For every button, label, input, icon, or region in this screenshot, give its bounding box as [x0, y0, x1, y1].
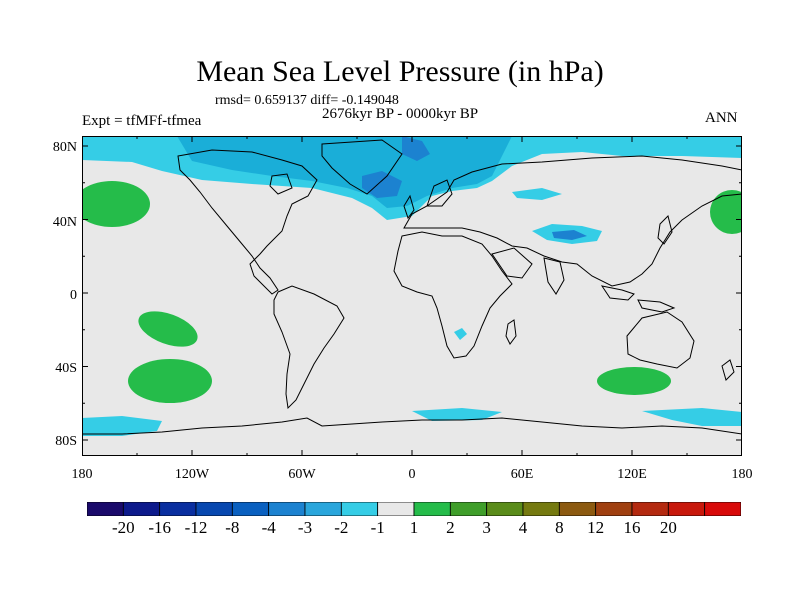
colorbar-label: -8 [225, 518, 240, 537]
colorbar-label: 12 [587, 518, 605, 537]
season-label: ANN [705, 110, 738, 126]
colorbar-swatch [704, 502, 741, 516]
lon-label-120e: 120E [617, 467, 647, 482]
colorbar-label: -16 [148, 518, 171, 537]
anomaly-indian-ocean [597, 367, 671, 395]
lon-label-0: 0 [408, 467, 416, 482]
colorbar-swatch [231, 502, 270, 516]
colorbar-swatch [304, 502, 342, 516]
colorbar-swatch [413, 502, 451, 516]
colorbar-label: 1 [409, 518, 419, 537]
anomaly-central-asia-core [552, 230, 587, 240]
colorbar-swatch [268, 502, 306, 516]
colorbar-swatch [377, 502, 415, 516]
colorbar-label: 3 [482, 518, 491, 537]
lat-label-40n: 40N [52, 215, 77, 230]
colorbar-label: -2 [334, 518, 349, 537]
coastlines [82, 139, 742, 435]
colorbar-label: -3 [297, 518, 313, 537]
colorbar-swatch [631, 502, 669, 516]
colorbar-label: -20 [111, 518, 135, 537]
anomaly-north-pacific-east [710, 190, 742, 234]
axis-ticks [82, 136, 742, 456]
colorbar-swatch [159, 502, 197, 516]
colorbar-label: 2 [446, 518, 455, 537]
colorbar-swatch [667, 502, 706, 516]
lon-label-180w: 180 [71, 467, 93, 482]
lat-label-80n: 80N [52, 140, 77, 155]
anomaly-core-2 [402, 136, 430, 161]
colorbar-label: -12 [184, 518, 208, 537]
colorbar-label: -4 [261, 518, 276, 537]
anomaly-south-africa [454, 328, 467, 340]
colorbar-swatch [558, 502, 597, 516]
colorbar-swatch [486, 502, 524, 516]
lon-label-60w: 60W [288, 467, 316, 482]
colorbar-label: 20 [659, 518, 677, 537]
anomaly-south-pacific-south [128, 359, 212, 403]
colorbar-swatch [195, 502, 233, 516]
anomaly-core-1 [362, 171, 402, 198]
anomaly-antarctic-west [82, 416, 162, 436]
anomaly-siberia [512, 188, 562, 200]
colorbar [87, 502, 741, 516]
lat-label-80s: 80S [55, 434, 77, 449]
anomaly-antarctic-far-east [642, 408, 742, 426]
lon-label-180e: 180 [731, 467, 753, 482]
colorbar-label: 16 [623, 518, 641, 537]
period-line: 2676kyr BP - 0000kyr BP [322, 106, 479, 122]
anomaly-antarctic-east [412, 408, 502, 421]
lon-label-60e: 60E [510, 467, 534, 482]
world-map [82, 136, 742, 456]
colorbar-swatch [595, 502, 633, 516]
lat-label-40s: 40S [55, 361, 77, 376]
experiment-label: Expt = tfMFf-tfmea [82, 113, 202, 129]
colorbar-label: 8 [555, 518, 564, 537]
lon-label-120w: 120W [174, 467, 210, 482]
stats-line: rmsd= 0.659137 diff= -0.149048 [215, 93, 399, 108]
colorbar-swatch [340, 502, 379, 516]
anomaly-south-pacific-north [138, 311, 198, 347]
colorbar-label: 4 [518, 518, 528, 537]
anomaly-north-pacific-west [82, 181, 150, 227]
colorbar-swatch [87, 502, 124, 516]
colorbar-swatch [122, 502, 161, 516]
colorbar-swatch [522, 502, 560, 516]
lat-label-0: 0 [70, 288, 77, 303]
colorbar-swatch [449, 502, 488, 516]
colorbar-label: -1 [370, 518, 385, 537]
chart-title: Mean Sea Level Pressure (in hPa) [196, 55, 604, 88]
